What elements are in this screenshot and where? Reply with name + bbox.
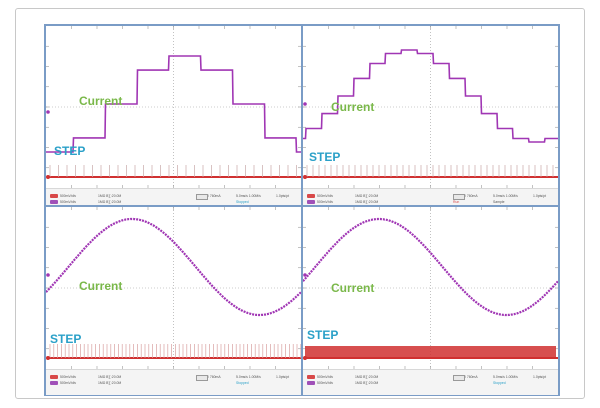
trigger-indicator: [453, 194, 465, 200]
ch2-impedance: 1MΩ B∑:20.0M: [355, 381, 379, 385]
ch2-scale: 500mV/div: [60, 200, 77, 204]
step-label: STEP: [54, 144, 86, 158]
ch1-scale: 500mV/div: [60, 375, 77, 379]
ch2-indicator: [307, 381, 315, 385]
trigger-level: / 760mA: [208, 194, 221, 198]
ch2-indicator: [50, 381, 58, 385]
record-points: 1.0pts/pt: [533, 375, 547, 379]
ch2-impedance: 1MΩ B∑:20.0M: [98, 381, 122, 385]
acquisition-mode: Stopped: [493, 381, 506, 385]
step-pulse-train: [305, 346, 556, 358]
trigger-indicator: [453, 375, 465, 381]
step-label: STEP: [309, 150, 341, 164]
current-waveform: [303, 49, 558, 143]
ch1-scale: 500mV/div: [60, 194, 77, 198]
scope-screen: [46, 207, 301, 369]
timebase: 5.0ms/s 1.00M/s: [236, 375, 261, 379]
ch2-impedance: 1MΩ B∑:20.0M: [98, 200, 122, 204]
ch1-ground-marker: [46, 175, 50, 179]
trigger-indicator: [196, 194, 208, 200]
ch1-ground-marker: [303, 356, 307, 360]
trigger-level: / 760mA: [465, 375, 478, 379]
ch1-ground-marker: [303, 175, 307, 179]
trigger-indicator: [196, 375, 208, 381]
ch1-impedance: 1MΩ B∑:20.0M: [98, 375, 122, 379]
scope-screen: [303, 26, 558, 188]
current-label: Current: [79, 94, 123, 108]
ch1-impedance: 1MΩ B∑:20.0M: [98, 194, 122, 198]
timebase: 5.0ms/s 1.00M/s: [236, 194, 261, 198]
current-waveform: [303, 217, 558, 317]
current-label: Current: [79, 279, 123, 293]
ch2-scale: 500mV/div: [317, 200, 334, 204]
acquisition-mode: Stopped: [236, 381, 249, 385]
record-points: 1.0pts/pt: [276, 194, 290, 198]
ch1-impedance: 1MΩ B∑:20.0M: [355, 194, 379, 198]
scope-screen: [46, 26, 301, 188]
ch2-ground-marker: [46, 273, 50, 277]
ch2-indicator: [50, 200, 58, 204]
step-label: STEP: [50, 332, 82, 346]
acquisition-mode: Stopped: [236, 200, 249, 204]
timebase: 5.0ms/s 1.00M/s: [493, 375, 518, 379]
current-label: Current: [331, 100, 375, 114]
ch1-scale: 500mV/div: [317, 375, 334, 379]
current-label: Current: [331, 281, 375, 295]
ch1-indicator: [307, 194, 315, 198]
ch2-scale: 500mV/div: [60, 381, 77, 385]
step-label: STEP: [307, 328, 339, 342]
ch2-ground-marker: [303, 273, 307, 277]
scope-panel-half-step: Current STEP 500mV/div 500mV/div 1MΩ B∑:…: [301, 24, 560, 215]
ch1-indicator: [50, 375, 58, 379]
current-waveform: [46, 55, 301, 153]
run-state: Run: [453, 200, 460, 204]
scope-panel-256-microstep: Current STEP 500mV/div 500mV/div 1MΩ B∑:…: [301, 205, 560, 396]
scope-panel-full-step: Current STEP 500mV/div 500mV/div 1MΩ B∑:…: [44, 24, 303, 215]
ch2-ground-marker: [46, 110, 50, 114]
ch1-impedance: 1MΩ B∑:20.0M: [355, 375, 379, 379]
record-points: 1.0pts/pt: [276, 375, 290, 379]
ch2-ground-marker: [303, 102, 307, 106]
scope-panel-16-microstep: Current STEP 500mV/div 500mV/div 1MΩ B∑:…: [44, 205, 303, 396]
figure-frame: Current STEP 500mV/div 500mV/div 1MΩ B∑:…: [15, 8, 585, 399]
acquisition-mode: Sample: [493, 200, 505, 204]
record-points: 1.0pts/pt: [533, 194, 547, 198]
scope-status-bar: 500mV/div 500mV/div 1MΩ B∑:20.0M 1MΩ B∑:…: [46, 369, 301, 395]
current-waveform: [46, 217, 301, 317]
scope-screen: [303, 207, 558, 369]
ch2-scale: 500mV/div: [317, 381, 334, 385]
ch1-scale: 500mV/div: [317, 194, 334, 198]
trigger-level: / 760mA: [465, 194, 478, 198]
ch1-indicator: [50, 194, 58, 198]
ch2-impedance: 1MΩ B∑:20.0M: [355, 200, 379, 204]
ch1-indicator: [307, 375, 315, 379]
timebase: 5.0ms/s 1.00M/s: [493, 194, 518, 198]
ch1-ground-marker: [46, 356, 50, 360]
scope-status-bar: 500mV/div 500mV/div 1MΩ B∑:20.0M 1MΩ B∑:…: [303, 369, 558, 395]
trigger-level: / 760mA: [208, 375, 221, 379]
ch2-indicator: [307, 200, 315, 204]
